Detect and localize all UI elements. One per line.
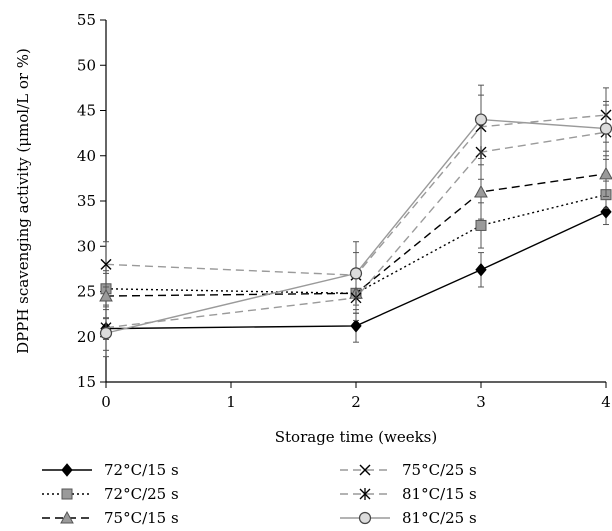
y-tick-label: 55 xyxy=(77,11,96,29)
y-tick-label: 50 xyxy=(77,56,96,74)
legend-label: 81°C/15 s xyxy=(402,485,477,503)
series-line xyxy=(105,173,607,297)
data-point xyxy=(475,219,487,231)
data-point xyxy=(475,262,487,277)
series-line xyxy=(105,118,607,334)
data-point xyxy=(99,288,113,302)
legend-item: 75°C/15 s xyxy=(42,509,179,527)
data-point xyxy=(599,122,612,135)
legend-label: 75°C/25 s xyxy=(402,461,477,479)
y-tick-label: 20 xyxy=(77,328,96,346)
data-point xyxy=(99,327,113,340)
x-tick-label: 3 xyxy=(476,393,486,411)
series-4 xyxy=(100,104,612,351)
legend-marker xyxy=(359,464,371,476)
y-axis-title: DPPH scavenging activity (μmol/L or %) xyxy=(14,48,32,354)
y-tick-label: 25 xyxy=(77,283,96,301)
y-ticks: 15 20 25 30 35 40 45 50 55 xyxy=(77,11,106,391)
y-tick-label: 30 xyxy=(77,237,96,255)
legend-marker xyxy=(358,511,372,525)
legend: 72°C/15 s 72°C/25 s 75°C/15 s 75°C/25 s 81°C… xyxy=(42,461,477,527)
legend-label: 75°C/15 s xyxy=(104,509,179,527)
legend-marker xyxy=(359,488,371,500)
series-line xyxy=(105,114,607,276)
y-tick-label: 35 xyxy=(77,192,96,210)
legend-item: 72°C/15 s xyxy=(42,461,179,479)
series-line xyxy=(105,131,607,329)
legend-item: 72°C/25 s xyxy=(42,485,179,503)
y-tick-label: 40 xyxy=(77,147,96,165)
legend-item: 81°C/15 s xyxy=(340,485,477,503)
legend-label: 72°C/25 s xyxy=(104,485,179,503)
y-tick-label: 15 xyxy=(77,373,96,391)
y-tick-label: 45 xyxy=(77,102,96,120)
legend-label: 72°C/15 s xyxy=(104,461,179,479)
legend-marker xyxy=(60,510,74,524)
legend-item: 81°C/25 s xyxy=(340,509,477,527)
legend-item: 75°C/25 s xyxy=(340,461,477,479)
data-point xyxy=(474,113,488,126)
data-point xyxy=(349,267,363,280)
series-line xyxy=(105,193,607,295)
legend-label: 81°C/25 s xyxy=(402,509,477,527)
series-line xyxy=(105,211,607,330)
x-tick-label: 1 xyxy=(226,393,236,411)
x-tick-label: 4 xyxy=(601,393,611,411)
x-tick-label: 2 xyxy=(351,393,361,411)
x-tick-label: 0 xyxy=(101,393,111,411)
legend-marker xyxy=(61,488,73,500)
x-ticks: 0 1 2 3 4 xyxy=(101,382,611,411)
series-layer xyxy=(99,84,612,358)
data-point xyxy=(100,258,112,270)
data-point xyxy=(599,166,612,180)
x-axis-title: Storage time (weeks) xyxy=(275,428,437,446)
series-5 xyxy=(99,84,612,358)
legend-marker xyxy=(61,463,73,477)
data-point xyxy=(600,205,612,219)
data-point xyxy=(474,184,488,198)
data-point xyxy=(350,319,362,333)
